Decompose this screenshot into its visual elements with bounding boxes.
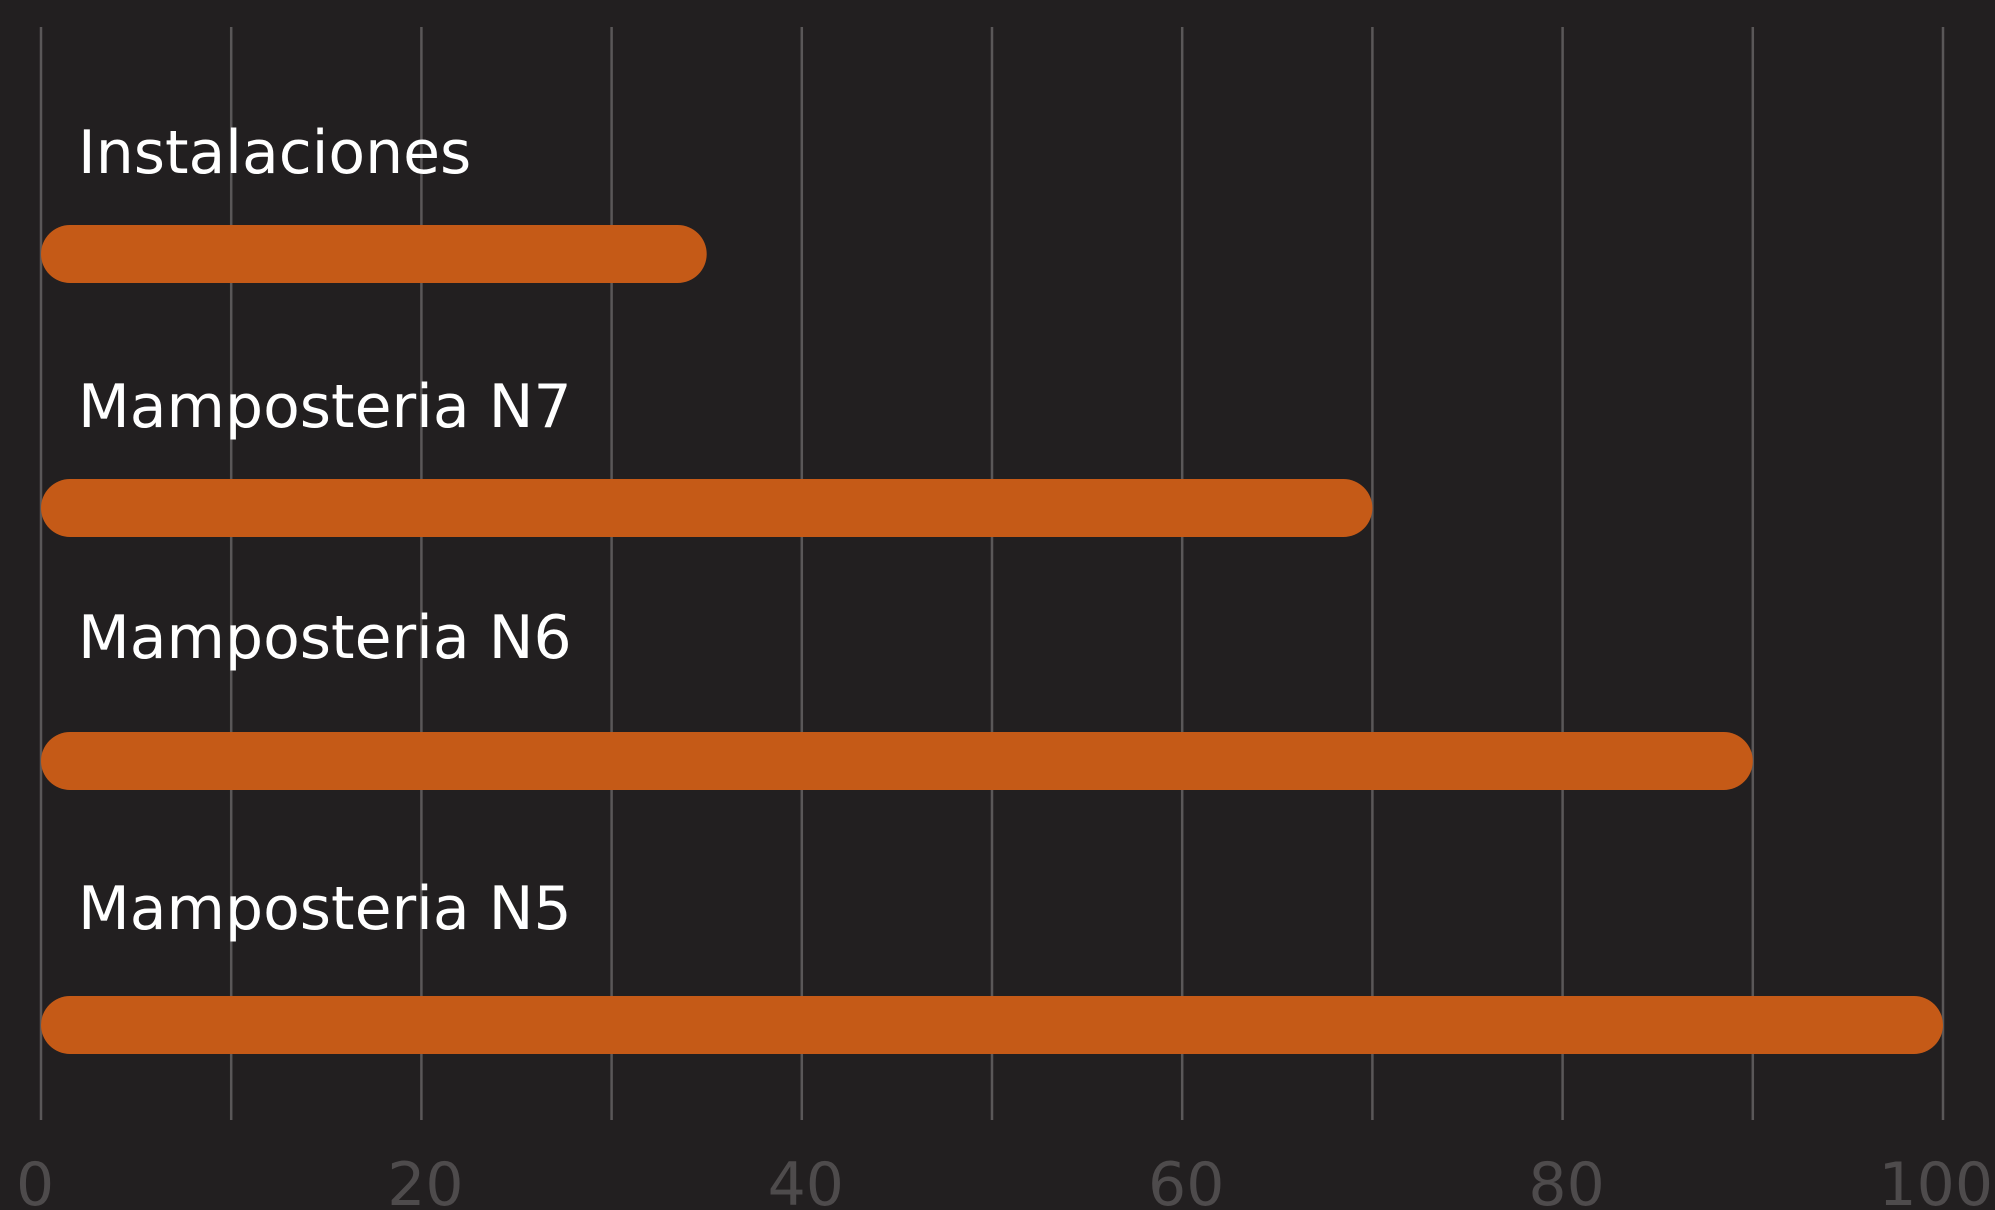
bar-label: Instalaciones [78, 118, 471, 188]
bar [41, 732, 1753, 790]
tick-label: 80 [1528, 1150, 1604, 1210]
tick-label: 0 [16, 1150, 54, 1210]
tick-label: 60 [1148, 1150, 1224, 1210]
x-axis-ticks: 0 20 40 60 80 100 [16, 1150, 1993, 1210]
tick-label: 20 [387, 1150, 463, 1210]
bar [41, 996, 1943, 1054]
tick-label: 100 [1878, 1150, 1993, 1210]
category-labels: Instalaciones Mamposteria N7 Mamposteria N… [78, 118, 572, 944]
bar-label: Mamposteria N5 [78, 874, 572, 944]
bar [41, 479, 1373, 537]
bars [41, 225, 1943, 1054]
bar [41, 225, 707, 283]
bar-label: Mamposteria N6 [78, 603, 572, 673]
bar-label: Mamposteria N7 [78, 372, 572, 442]
tick-label: 40 [768, 1150, 844, 1210]
gridlines [39, 27, 1945, 1120]
